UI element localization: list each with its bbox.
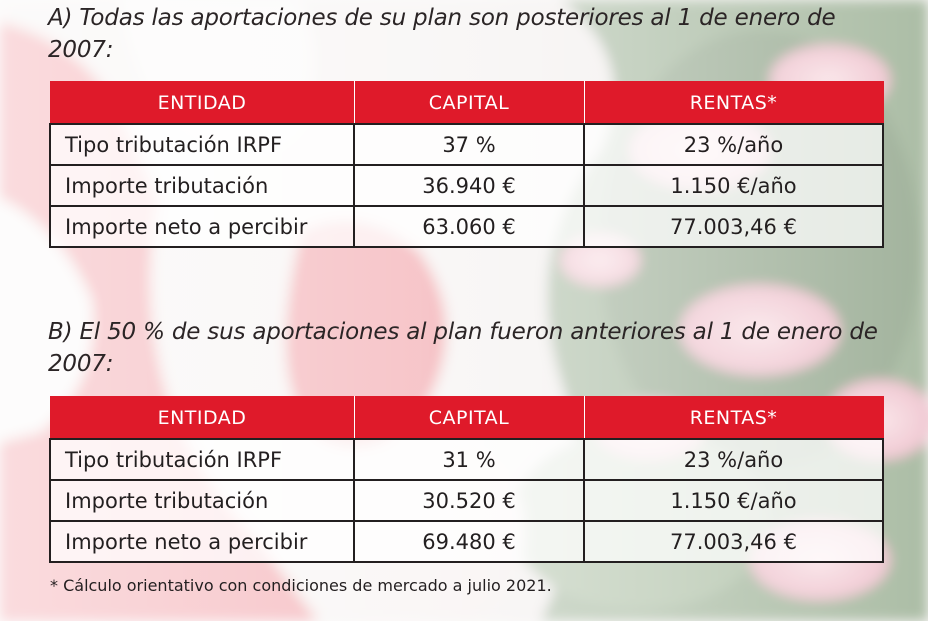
capital-cell: 37 % (353, 123, 585, 166)
capital-cell: 30.520 € (353, 479, 585, 522)
capital-cell: 31 % (353, 438, 585, 481)
rentas-cell: 77.003,46 € (583, 205, 884, 248)
table-row: Importe tributación 30.520 € 1.150 €/año (49, 479, 884, 522)
row-label: Importe neto a percibir (49, 520, 355, 563)
table-section-a: ENTIDAD CAPITAL RENTAS* Tipo tributación… (49, 81, 884, 248)
table-row: Tipo tributación IRPF 31 % 23 %/año (49, 438, 884, 481)
column-header-rentas: RENTAS* (583, 81, 884, 125)
capital-cell: 69.480 € (353, 520, 585, 563)
section-b-heading: B) El 50 % de sus aportaciones al plan f… (48, 319, 878, 377)
column-header-capital: CAPITAL (353, 81, 585, 125)
table-row: Importe neto a percibir 63.060 € 77.003,… (49, 205, 884, 248)
capital-cell: 63.060 € (353, 205, 585, 248)
rentas-cell: 23 %/año (583, 438, 884, 481)
table-row: Importe neto a percibir 69.480 € 77.003,… (49, 520, 884, 563)
table-header-row: ENTIDAD CAPITAL RENTAS* (49, 81, 884, 125)
footnote: * Cálculo orientativo con condiciones de… (50, 576, 552, 595)
capital-cell: 36.940 € (353, 164, 585, 207)
table-section-b: ENTIDAD CAPITAL RENTAS* Tipo tributación… (49, 396, 884, 563)
table-row: Importe tributación 36.940 € 1.150 €/año (49, 164, 884, 207)
rentas-cell: 23 %/año (583, 123, 884, 166)
row-label: Importe tributación (49, 164, 355, 207)
section-a-heading: A) Todas las aportaciones de su plan son… (48, 5, 836, 63)
rentas-cell: 1.150 €/año (583, 164, 884, 207)
column-header-capital: CAPITAL (353, 396, 585, 440)
column-header-entidad: ENTIDAD (49, 81, 355, 125)
column-header-rentas: RENTAS* (583, 396, 884, 440)
rentas-cell: 1.150 €/año (583, 479, 884, 522)
row-label: Tipo tributación IRPF (49, 123, 355, 166)
row-label: Importe neto a percibir (49, 205, 355, 248)
rentas-cell: 77.003,46 € (583, 520, 884, 563)
table-header-row: ENTIDAD CAPITAL RENTAS* (49, 396, 884, 440)
table-row: Tipo tributación IRPF 37 % 23 %/año (49, 123, 884, 166)
row-label: Importe tributación (49, 479, 355, 522)
row-label: Tipo tributación IRPF (49, 438, 355, 481)
column-header-entidad: ENTIDAD (49, 396, 355, 440)
